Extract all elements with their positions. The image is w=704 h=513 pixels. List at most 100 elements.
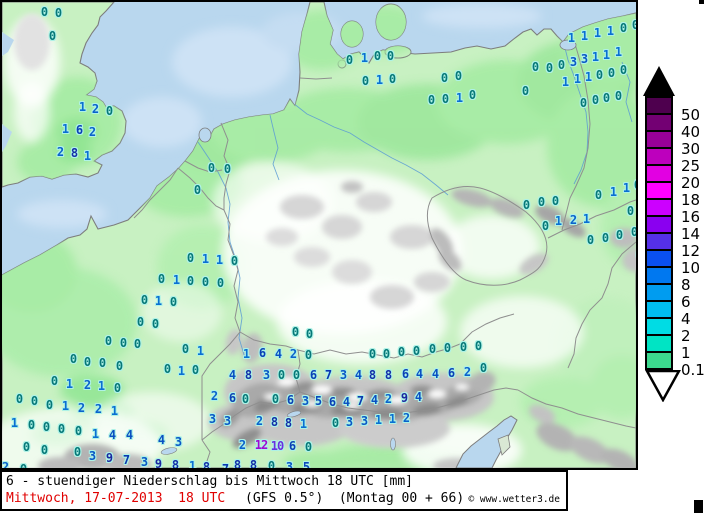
precip-value: 1 (188, 459, 196, 470)
precip-value: 4 (108, 428, 116, 442)
legend-band-label: 20 (681, 174, 701, 192)
legend-band: 30 (645, 130, 700, 157)
precip-value: 0 (427, 93, 435, 107)
precip-value: 0 (163, 362, 171, 376)
precip-value: 0 (373, 49, 381, 63)
precip-value: 2 (463, 365, 471, 379)
precip-value: 0 (230, 254, 238, 268)
precip-value: 0 (267, 459, 275, 470)
precip-value: 2 (77, 401, 85, 415)
precip-value: 7 (356, 394, 364, 408)
precip-value: 2 (384, 392, 392, 406)
precip-value: 1 (201, 252, 209, 266)
legend-band-label: 40 (681, 123, 701, 141)
precip-value: 1 (567, 31, 575, 45)
precip-value: 0 (136, 315, 144, 329)
precip-value: 0 (292, 368, 300, 382)
precip-value: 0 (304, 440, 312, 454)
precip-value: 3 (262, 368, 270, 382)
precip-value: 0 (594, 188, 602, 202)
precip-value: 4 (274, 347, 282, 361)
precip-value: 0 (440, 71, 448, 85)
precip-value: 0 (619, 21, 627, 35)
valid-datetime: Mittwoch, 17-07-2013 18 UTC (6, 491, 226, 506)
precip-value: 0 (468, 88, 476, 102)
precip-value: 8 (384, 368, 392, 382)
precip-value: 0 (615, 228, 623, 242)
precip-value: 1 (61, 399, 69, 413)
precip-value: 1 (593, 26, 601, 40)
precip-value: 3 (285, 460, 293, 470)
precip-value: 0 (630, 225, 638, 239)
precip-value: 0 (48, 29, 56, 43)
precip-value: 0 (54, 6, 62, 20)
precip-value: 1 (388, 412, 396, 426)
precip-value: 3 (208, 412, 216, 426)
precip-value: 0 (191, 363, 199, 377)
precip-value: 2 (88, 125, 96, 139)
edge-artifact-bottom (694, 500, 703, 513)
precip-value: 0 (22, 440, 30, 454)
legend-band-label: 50 (681, 106, 701, 124)
precip-value: 0 (30, 394, 38, 408)
precip-value: 0 (361, 74, 369, 88)
precip-value: 2 (289, 347, 297, 361)
precip-value: 1 (83, 149, 91, 163)
precip-value: 0 (169, 295, 177, 309)
precip-value: 8 (202, 460, 210, 470)
precip-value: 1 (561, 75, 569, 89)
precip-value: 0 (579, 96, 587, 110)
precip-value: 2 (569, 213, 577, 227)
precip-value: 3 (339, 368, 347, 382)
legend-band: 18 (645, 181, 700, 208)
precip-value: 0 (105, 104, 113, 118)
precip-value: 0 (634, 178, 636, 192)
edge-artifact-top (699, 0, 704, 4)
legend-band-label: 6 (681, 293, 691, 311)
precip-value: 0 (15, 392, 23, 406)
precip-value: 1 (573, 72, 581, 86)
precip-value: 1 (91, 427, 99, 441)
precip-value: 0 (454, 69, 462, 83)
precip-value: 0 (636, 248, 637, 262)
precip-value: 3 (140, 455, 148, 469)
precip-value: 7 (324, 368, 332, 382)
precip-value: 4 (354, 368, 362, 382)
precip-value: 0 (602, 91, 610, 105)
precip-value: 0 (98, 356, 106, 370)
precip-value: 8 (368, 368, 376, 382)
precip-value: 8 (270, 415, 278, 429)
precip-value: 0 (140, 293, 148, 307)
precip-value: 2 (210, 389, 218, 403)
model-run-info: (GFS 0.5°) (Montag 00 + 66) (245, 491, 465, 506)
legend-color-bands: 50 40 30 25 20 18 16 14 12 10 8 6 4 2 1 0.1 (645, 96, 704, 378)
precip-value: 1 (375, 73, 383, 87)
precip-value: 0 (331, 416, 339, 430)
precip-value: 0 (537, 195, 545, 209)
precip-value: 1 (609, 185, 617, 199)
rivers-layer (197, 43, 633, 359)
precip-value: 5 (302, 460, 310, 470)
map-title: 6 - stuendiger Niederschlag bis Mittwoch… (6, 474, 413, 489)
precip-value: 1 (97, 379, 105, 393)
precip-value: 0 (397, 345, 405, 359)
precip-value: 4 (431, 367, 439, 381)
precip-value: 1 (10, 416, 18, 430)
precip-value: 1 (554, 214, 562, 228)
precip-value: 2 (94, 402, 102, 416)
precip-value: 0 (45, 398, 53, 412)
precip-value: 1 (614, 45, 622, 59)
precip-value: 4 (414, 390, 422, 404)
precip-value: 6 (328, 395, 336, 409)
precip-value: 9 (154, 457, 162, 470)
legend-band-label: 14 (681, 225, 701, 243)
legend-band: 25 (645, 147, 700, 174)
precip-value: 0 (386, 49, 394, 63)
precip-value: 0 (216, 276, 224, 290)
precip-value: 4 (342, 395, 350, 409)
precip-value: 0 (521, 84, 529, 98)
legend-down-arrow-icon (645, 370, 681, 402)
precip-value: 0 (531, 60, 539, 74)
